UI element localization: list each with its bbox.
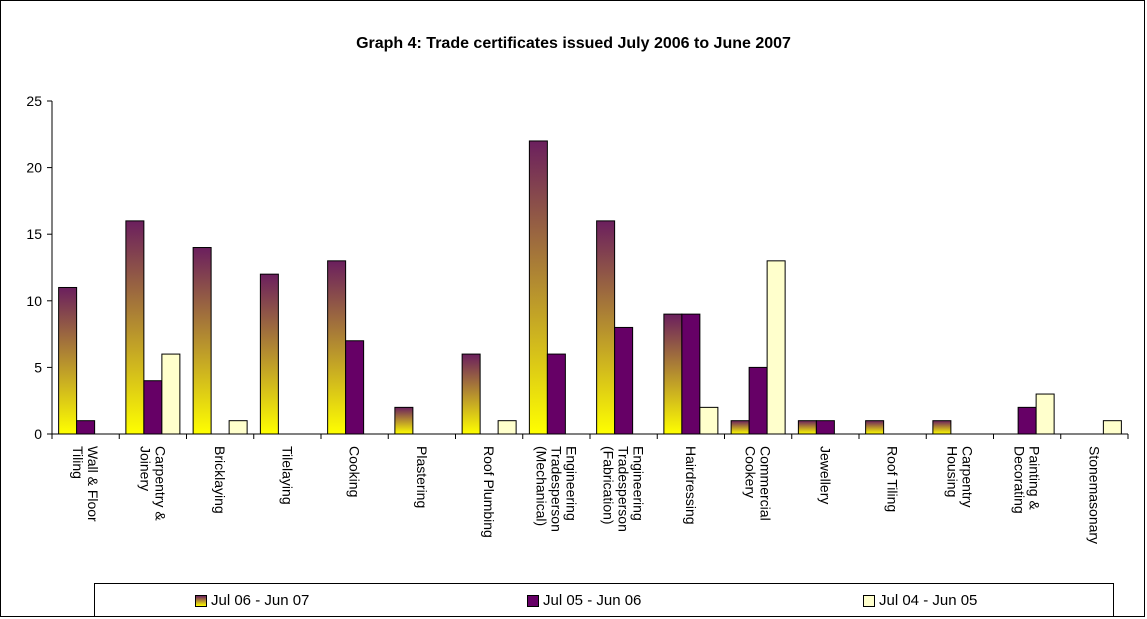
x-category-label: Tilelaying: [279, 446, 295, 505]
legend-swatch-gradient: [195, 594, 207, 607]
legend-item-series-1: Jul 06 - Jun 07: [195, 592, 309, 609]
legend: Jul 06 - Jun 07 Jul 05 - Jun 06 Jul 04 -…: [94, 583, 1114, 617]
x-category-label: (Fabrication): [601, 446, 617, 525]
x-category-label: Tradesperson: [616, 446, 632, 532]
x-category-label: Roof Plumbing: [481, 446, 497, 538]
bar-series-1: [663, 313, 683, 435]
bar-series-1: [730, 420, 750, 435]
bar-series-1: [259, 273, 279, 435]
bar-series-3: [699, 406, 719, 435]
x-category-label: Roof Tiling: [885, 446, 901, 512]
x-category-label: Cookery: [743, 446, 759, 498]
legend-swatch-purple: [527, 594, 539, 607]
bar-series-2: [614, 326, 634, 435]
y-tick-label: 15: [26, 226, 42, 242]
bar-series-1: [125, 220, 145, 435]
x-category-label: Engineering: [631, 446, 647, 521]
y-tick-label: 5: [34, 359, 42, 375]
x-category-label: Cooking: [347, 446, 363, 497]
bar-series-2: [143, 380, 163, 435]
bar-series-1: [528, 140, 548, 435]
legend-item-series-3: Jul 04 - Jun 05: [863, 592, 977, 609]
x-category-label: Housing: [944, 446, 960, 497]
bar-series-2: [1017, 406, 1037, 435]
bar-series-1: [596, 220, 616, 435]
x-category-label: Hairdressing: [683, 446, 699, 525]
x-category-label: Joinery: [137, 446, 153, 491]
y-tick-label: 20: [26, 160, 42, 176]
bar-series-1: [58, 286, 78, 435]
bar-series-3: [497, 420, 517, 435]
legend-label: Jul 06 - Jun 07: [211, 592, 310, 609]
bar-series-2: [546, 353, 566, 435]
x-category-label: Jewellery: [817, 446, 833, 504]
bar-series-3: [161, 353, 181, 435]
legend-label: Jul 04 - Jun 05: [879, 592, 978, 609]
chart-title: Graph 4: Trade certificates issued July …: [356, 35, 791, 52]
bar-series-3: [1035, 393, 1055, 435]
bar-series-2: [681, 313, 701, 435]
bar-series-3: [1102, 420, 1122, 435]
x-category-label: (Mechanical): [533, 446, 549, 526]
bar-series-2: [815, 420, 835, 435]
x-category-label: Tiling: [70, 446, 86, 479]
x-category-label: Engineering: [563, 446, 579, 521]
bar-series-2: [76, 420, 96, 435]
x-category-label: Bricklaying: [212, 446, 228, 514]
bar-series-1: [797, 420, 817, 435]
bar-series-1: [932, 420, 952, 435]
y-tick-label: 0: [34, 426, 42, 442]
bar-series-1: [327, 260, 347, 435]
x-category-label: Carpentry &: [152, 446, 168, 521]
bar-series-1: [461, 353, 481, 435]
bar-series-1: [394, 406, 414, 435]
bar-series-1: [865, 420, 885, 435]
x-category-label: Decorating: [1012, 446, 1028, 514]
bar-series-3: [228, 420, 248, 435]
bar-series-1: [192, 247, 212, 435]
legend-swatch-cream: [863, 594, 875, 607]
bar-series-2: [748, 366, 768, 435]
x-category-label: Carpentry: [959, 446, 975, 507]
bar-series-2: [345, 340, 365, 435]
x-category-label: Painting &: [1027, 446, 1043, 510]
legend-label: Jul 05 - Jun 06: [543, 592, 642, 609]
legend-item-series-2: Jul 05 - Jun 06: [527, 592, 641, 609]
x-category-label: Plastering: [414, 446, 430, 508]
x-category-label: Stonemasonary: [1086, 446, 1102, 544]
x-category-label: Commercial: [758, 446, 774, 521]
x-category-label: Wall & Floor: [85, 446, 101, 522]
bar-series-3: [766, 260, 786, 435]
y-tick-label: 10: [26, 293, 42, 309]
x-category-label: Tradesperson: [548, 446, 564, 532]
y-tick-label: 25: [26, 93, 42, 109]
